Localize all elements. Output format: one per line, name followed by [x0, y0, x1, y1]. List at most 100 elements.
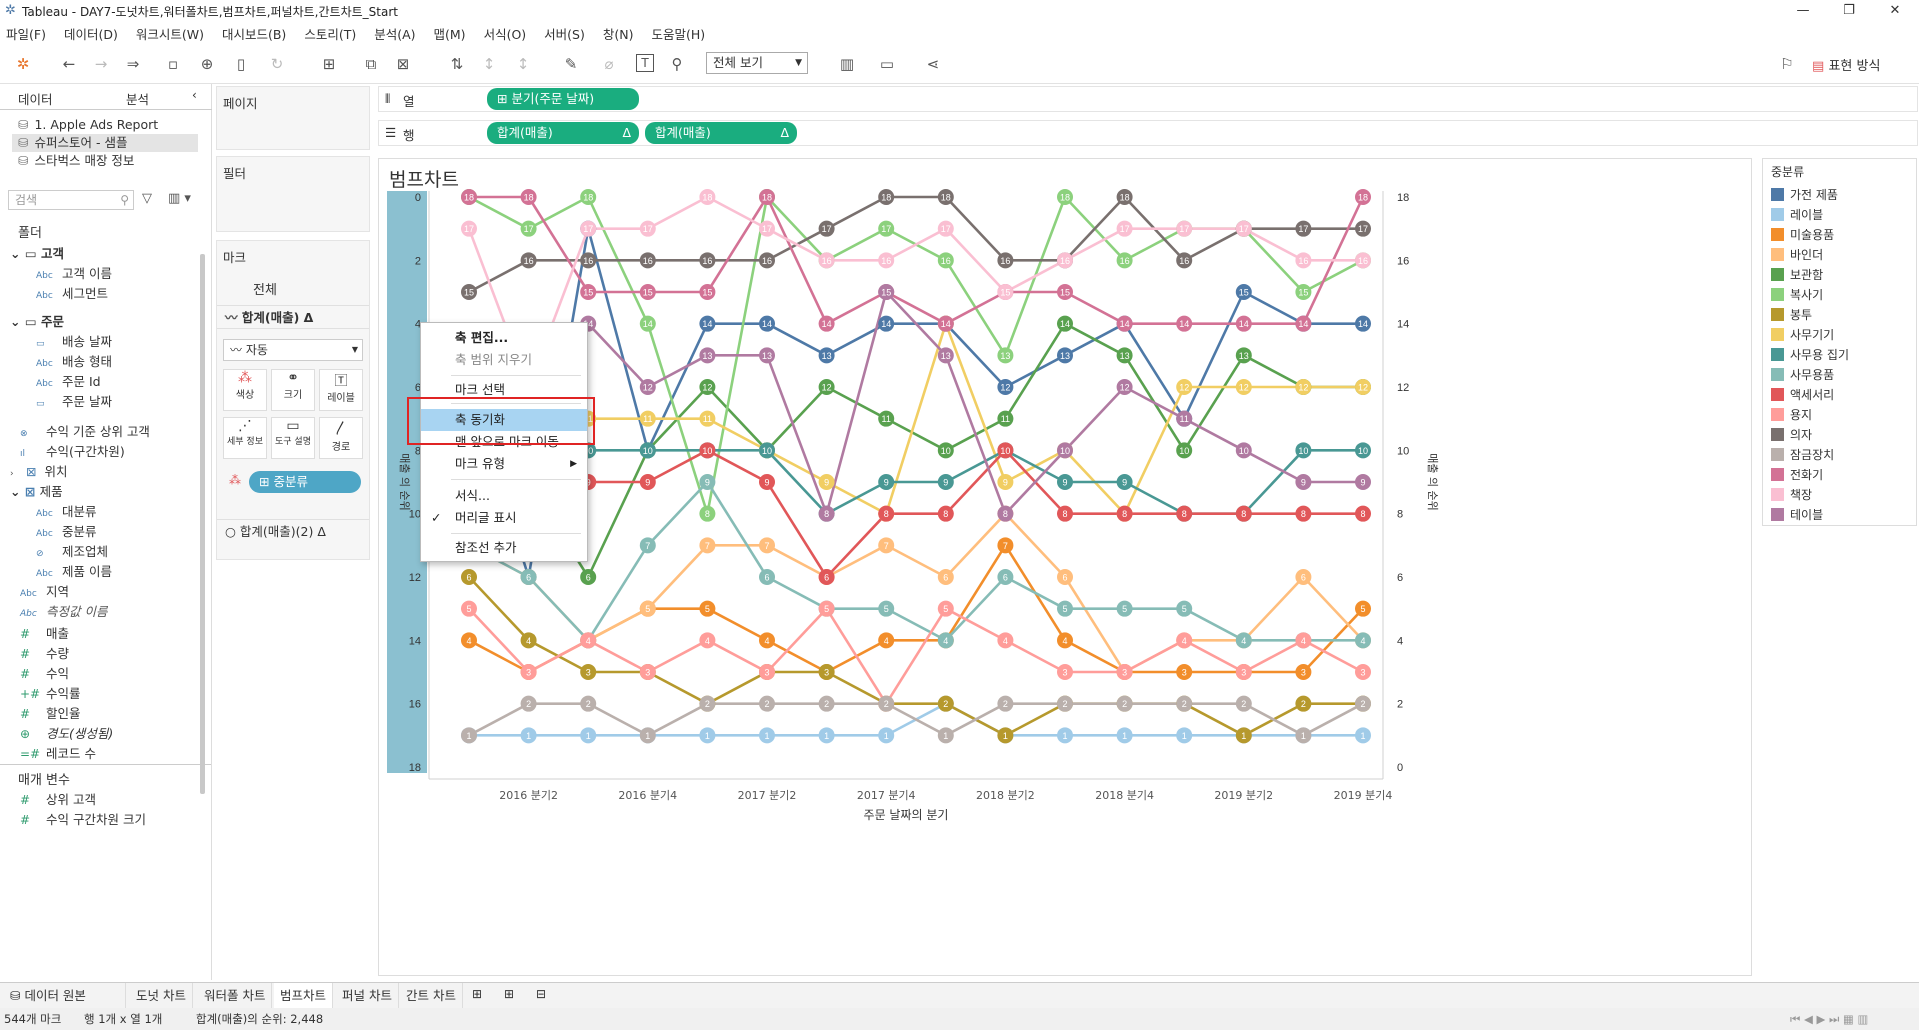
- rank-marker[interactable]: [1355, 632, 1371, 649]
- rank-marker[interactable]: [937, 505, 954, 522]
- new-worksheet-icon[interactable]: ⊞: [472, 987, 483, 1001]
- measure-item[interactable]: # 수량: [20, 646, 70, 661]
- group-customer[interactable]: ⌄ ▭ 고객: [10, 246, 65, 261]
- rank-marker[interactable]: [878, 632, 895, 649]
- legend-item[interactable]: 전화기: [1771, 465, 1823, 485]
- rank-marker[interactable]: [1295, 695, 1312, 712]
- field-item[interactable]: ⊘ 제조업체: [36, 544, 109, 559]
- rank-marker[interactable]: [1355, 664, 1371, 680]
- rank-marker[interactable]: [937, 695, 954, 712]
- rank-marker[interactable]: [1176, 695, 1193, 712]
- rank-marker[interactable]: [580, 284, 597, 300]
- rank-marker[interactable]: [1116, 252, 1133, 269]
- clear-sheet-icon[interactable]: ⊠: [396, 55, 410, 73]
- rank-marker[interactable]: [937, 632, 954, 649]
- rank-marker[interactable]: [520, 695, 537, 712]
- rank-marker[interactable]: [1295, 569, 1312, 585]
- rank-marker[interactable]: [1355, 189, 1371, 205]
- rank-marker[interactable]: [1355, 220, 1371, 237]
- rank-marker[interactable]: [699, 727, 716, 744]
- menu-file[interactable]: 파일(F): [6, 26, 46, 42]
- legend-item[interactable]: 책장: [1771, 485, 1812, 505]
- rank-marker[interactable]: [997, 442, 1014, 459]
- rank-marker[interactable]: [937, 569, 954, 585]
- field-item[interactable]: Abc 대분류: [36, 504, 97, 519]
- series-line[interactable]: [468, 290, 1363, 516]
- rank-marker[interactable]: [1235, 664, 1252, 680]
- new-dashboard-icon[interactable]: ⊞: [504, 987, 515, 1001]
- menu-synchronize-axis[interactable]: 축 동기화: [421, 409, 587, 431]
- size-button[interactable]: ⚭ 크기: [271, 369, 315, 411]
- field-item[interactable]: Abc 지역: [20, 584, 70, 599]
- rank-marker[interactable]: [1355, 727, 1371, 744]
- legend-item[interactable]: 바인더: [1771, 245, 1823, 265]
- rank-marker[interactable]: [461, 284, 477, 300]
- rank-marker[interactable]: [759, 727, 775, 744]
- legend-item[interactable]: 가전 제품: [1771, 185, 1838, 205]
- rank-marker[interactable]: [639, 537, 656, 554]
- rank-marker[interactable]: [997, 474, 1014, 490]
- color-pill[interactable]: ⊞ 중분류: [249, 471, 361, 493]
- rank-marker[interactable]: [1176, 664, 1193, 680]
- rank-marker[interactable]: [461, 220, 477, 237]
- datasource-item[interactable]: ⛁ 스타벅스 매장 정보: [18, 153, 135, 168]
- rank-marker[interactable]: [1295, 252, 1312, 269]
- rank-marker[interactable]: [759, 569, 775, 585]
- legend-item[interactable]: 미술용품: [1771, 225, 1834, 245]
- rank-marker[interactable]: [580, 220, 597, 237]
- rank-marker[interactable]: [639, 315, 656, 332]
- rank-marker[interactable]: [520, 569, 537, 585]
- tab-data-source[interactable]: ⛁ 데이터 원본: [4, 983, 126, 1008]
- measure-item[interactable]: =# 레코드 수: [20, 746, 96, 761]
- rank-marker[interactable]: [1235, 315, 1252, 332]
- rank-marker[interactable]: [461, 569, 477, 585]
- rank-marker[interactable]: [1295, 284, 1312, 300]
- rank-marker[interactable]: [1355, 474, 1371, 490]
- rank-marker[interactable]: [461, 727, 477, 744]
- rank-marker[interactable]: [520, 664, 537, 680]
- legend-item[interactable]: 복사기: [1771, 285, 1823, 305]
- rank-marker[interactable]: [997, 537, 1014, 554]
- rank-marker[interactable]: [759, 664, 775, 680]
- rank-marker[interactable]: [520, 252, 537, 269]
- rank-marker[interactable]: [759, 252, 775, 269]
- field-item[interactable]: ⊗ 수익 기준 상위 고객: [20, 424, 150, 439]
- rank-marker[interactable]: [699, 252, 716, 269]
- rank-marker[interactable]: [878, 727, 895, 744]
- menu-window[interactable]: 창(N): [602, 26, 634, 42]
- pause-updates-icon[interactable]: ▯: [236, 55, 246, 73]
- legend-item[interactable]: 사무용품: [1771, 365, 1834, 385]
- rank-marker[interactable]: [1057, 727, 1073, 744]
- rank-marker[interactable]: [1235, 284, 1252, 300]
- swap-icon[interactable]: ⇅: [450, 55, 464, 73]
- field-item[interactable]: Abc 제품 이름: [36, 564, 112, 579]
- rank-marker[interactable]: [1116, 189, 1133, 205]
- tab-waterfall-chart[interactable]: 워터폴 차트: [198, 983, 273, 1008]
- rank-marker[interactable]: [1235, 727, 1252, 744]
- menu-help[interactable]: 도움말(H): [651, 26, 706, 42]
- menu-dashboard[interactable]: 대시보드(B): [221, 26, 287, 42]
- rank-marker[interactable]: [699, 474, 716, 490]
- rank-marker[interactable]: [1057, 569, 1073, 585]
- legend-item[interactable]: 테이블: [1771, 505, 1823, 525]
- rank-marker[interactable]: [818, 664, 835, 680]
- label-button[interactable]: 🅃 레이블: [319, 369, 363, 411]
- rank-marker[interactable]: [1116, 474, 1133, 490]
- rank-marker[interactable]: [1176, 252, 1193, 269]
- rank-marker[interactable]: [580, 727, 597, 744]
- legend-item[interactable]: 봉투: [1771, 305, 1812, 325]
- series-line[interactable]: [468, 607, 1364, 706]
- rank-marker[interactable]: [699, 315, 716, 332]
- rank-marker[interactable]: [1235, 220, 1252, 237]
- undo-icon[interactable]: ←: [62, 55, 76, 73]
- presentation-icon[interactable]: ▭: [879, 55, 895, 73]
- measure-item[interactable]: +# 수익률: [20, 686, 81, 701]
- series-line[interactable]: [468, 386, 1363, 516]
- series-line[interactable]: [468, 543, 1364, 674]
- rank-marker[interactable]: [1176, 379, 1193, 395]
- rank-marker[interactable]: [1295, 664, 1312, 680]
- series-line[interactable]: [469, 195, 1365, 325]
- collapse-pane-icon[interactable]: ‹: [192, 88, 197, 102]
- rank-marker[interactable]: [1295, 727, 1312, 744]
- rank-marker[interactable]: [1355, 252, 1371, 269]
